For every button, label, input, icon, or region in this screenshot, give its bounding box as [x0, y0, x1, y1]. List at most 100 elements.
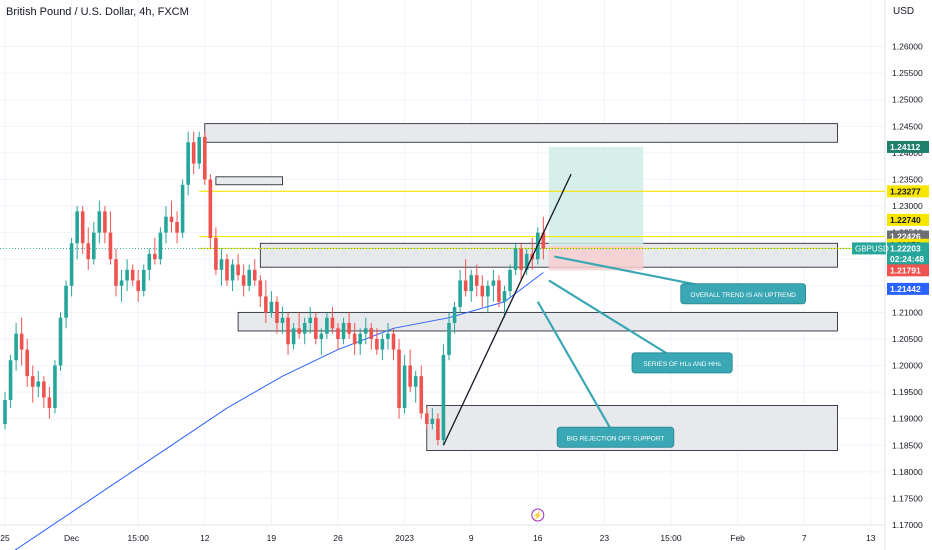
candle-body[interactable]: [42, 381, 46, 398]
candle-body[interactable]: [208, 179, 213, 238]
candle-body[interactable]: [47, 397, 52, 409]
candle-body[interactable]: [436, 418, 440, 440]
candle-body[interactable]: [252, 269, 257, 281]
candle-body[interactable]: [30, 376, 35, 387]
candle-body[interactable]: [236, 264, 240, 276]
candle-body[interactable]: [92, 232, 96, 260]
candle-body[interactable]: [175, 222, 179, 233]
candle-body[interactable]: [386, 333, 390, 339]
candle-body[interactable]: [119, 280, 124, 286]
candle-body[interactable]: [97, 211, 102, 233]
candle-body[interactable]: [497, 280, 501, 302]
candle-body[interactable]: [308, 317, 313, 323]
candle-body[interactable]: [225, 259, 229, 281]
support-resistance-zone[interactable]: [204, 123, 838, 143]
candle-body[interactable]: [108, 232, 113, 260]
candle-body[interactable]: [480, 285, 485, 297]
support-resistance-zone[interactable]: [215, 176, 283, 186]
candle-body[interactable]: [397, 349, 401, 409]
candle-body[interactable]: [402, 365, 407, 409]
candle-body[interactable]: [164, 216, 168, 233]
candle-body[interactable]: [430, 418, 435, 424]
candle-body[interactable]: [153, 253, 157, 260]
candle-body[interactable]: [36, 381, 41, 387]
candle-body[interactable]: [280, 317, 285, 323]
candle-body[interactable]: [325, 317, 329, 334]
candle-body[interactable]: [369, 328, 374, 339]
candle-body[interactable]: [447, 323, 451, 355]
candle-body[interactable]: [275, 301, 279, 323]
candle-body[interactable]: [80, 211, 85, 244]
candle-body[interactable]: [203, 136, 207, 180]
candle-body[interactable]: [103, 211, 107, 233]
candle-body[interactable]: [441, 354, 446, 440]
candle-body[interactable]: [141, 269, 146, 292]
candle-body[interactable]: [319, 333, 324, 339]
candle-body[interactable]: [53, 365, 57, 409]
candle-body[interactable]: [391, 333, 396, 350]
trend-line[interactable]: [442, 173, 572, 446]
candle-body[interactable]: [519, 248, 523, 270]
candle-body[interactable]: [486, 285, 490, 297]
candle-body[interactable]: [269, 301, 274, 313]
candle-body[interactable]: [380, 338, 385, 350]
candle-body[interactable]: [219, 259, 224, 270]
candle-body[interactable]: [75, 211, 79, 244]
candle-body[interactable]: [474, 275, 479, 286]
candle-body[interactable]: [375, 338, 379, 350]
candle-body[interactable]: [258, 280, 263, 297]
candle-body[interactable]: [352, 333, 357, 345]
candle-body[interactable]: [136, 280, 140, 292]
candle-body[interactable]: [186, 142, 190, 185]
candle-body[interactable]: [508, 269, 512, 292]
callout-box[interactable]: [556, 426, 675, 448]
candle-body[interactable]: [291, 328, 296, 345]
candle-body[interactable]: [302, 323, 307, 334]
candle-body[interactable]: [541, 232, 546, 249]
candle-body[interactable]: [8, 360, 13, 401]
candle-body[interactable]: [19, 333, 24, 350]
candle-body[interactable]: [341, 323, 346, 339]
candle-body[interactable]: [86, 243, 91, 260]
candle-body[interactable]: [69, 243, 74, 286]
candle-body[interactable]: [264, 296, 268, 313]
candle-body[interactable]: [64, 285, 68, 318]
candle-body[interactable]: [247, 269, 251, 286]
candle-body[interactable]: [147, 253, 152, 270]
candle-body[interactable]: [158, 232, 163, 260]
candle-body[interactable]: [413, 376, 418, 387]
event-icon[interactable]: [531, 508, 545, 522]
candle-body[interactable]: [363, 328, 368, 334]
candle-body[interactable]: [502, 291, 507, 302]
candle-body[interactable]: [330, 317, 335, 329]
candle-body[interactable]: [197, 136, 202, 164]
candle-body[interactable]: [314, 317, 318, 339]
candle-body[interactable]: [130, 269, 135, 281]
candle-body[interactable]: [358, 333, 362, 345]
candle-body[interactable]: [114, 259, 118, 286]
candle-body[interactable]: [336, 328, 340, 339]
candle-body[interactable]: [458, 280, 462, 308]
candle-body[interactable]: [180, 184, 185, 233]
candle-body[interactable]: [469, 275, 473, 292]
candle-body[interactable]: [419, 376, 424, 414]
callout-box[interactable]: [680, 283, 806, 305]
candle-body[interactable]: [214, 237, 218, 270]
callout-box[interactable]: [631, 352, 733, 374]
candle-body[interactable]: [452, 307, 457, 323]
candle-body[interactable]: [347, 323, 351, 334]
candle-body[interactable]: [241, 275, 246, 286]
candle-body[interactable]: [169, 216, 174, 222]
candle-body[interactable]: [125, 269, 129, 281]
candle-body[interactable]: [297, 328, 301, 334]
candle-body[interactable]: [191, 142, 196, 164]
candle-body[interactable]: [25, 349, 29, 377]
candle-body[interactable]: [230, 264, 235, 281]
candle-body[interactable]: [14, 333, 18, 361]
candle-body[interactable]: [463, 280, 468, 292]
candle-body[interactable]: [286, 317, 290, 345]
candle-body[interactable]: [513, 248, 518, 270]
target-zone[interactable]: [548, 146, 644, 246]
candle-body[interactable]: [58, 317, 63, 366]
